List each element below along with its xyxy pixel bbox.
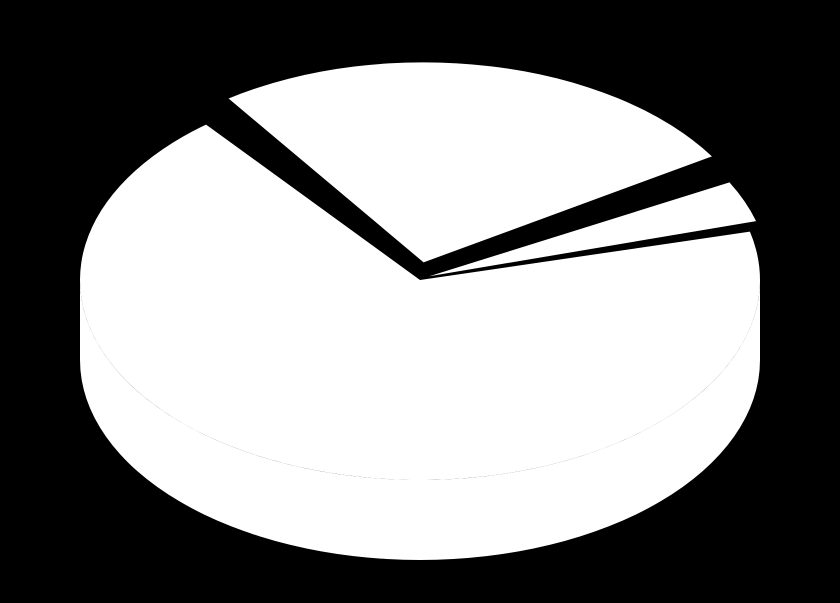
pie-chart bbox=[0, 0, 840, 603]
chart-stage bbox=[0, 0, 840, 603]
